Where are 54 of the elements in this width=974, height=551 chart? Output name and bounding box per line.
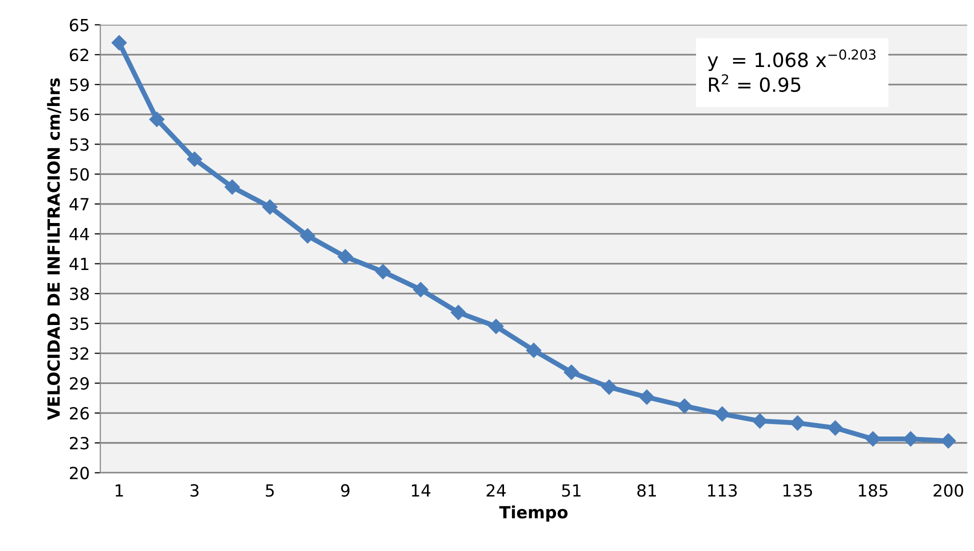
point: [564, 364, 580, 380]
x-tick-label: 200: [934, 484, 964, 497]
annotation: R$^{2}$ = 0.95: [709, 74, 800, 92]
point: [526, 342, 542, 358]
y-tick-label: 44: [70, 228, 89, 240]
y-tick-label: 29: [70, 377, 89, 390]
point: [186, 152, 202, 167]
x-tick-label: 135: [784, 484, 812, 497]
y-tick-label: 41: [70, 258, 88, 270]
point: [149, 112, 164, 127]
y-tick-label: 59: [70, 78, 89, 92]
y-tick-label: 38: [70, 288, 89, 300]
y-tick-label: 62: [70, 48, 88, 62]
point: [639, 390, 654, 405]
point: [224, 179, 240, 195]
y-tick-label: 35: [70, 317, 88, 330]
point: [828, 420, 843, 436]
y-tick-label: 26: [70, 406, 89, 420]
point: [752, 413, 768, 429]
x-tick-label: 5: [266, 484, 274, 497]
x-tick-label: 1: [116, 484, 123, 497]
annotation: y = 1.068 x$^{−0.203}$: [708, 49, 876, 72]
point: [262, 199, 278, 215]
point: [714, 406, 730, 422]
y-tick-label: 50: [70, 168, 89, 181]
x-tick-label: 3: [190, 484, 199, 497]
x-tick-label: 24: [486, 484, 506, 497]
point: [300, 228, 316, 244]
y-axis-title: VELOCIDAD DE INFILTRACION cm/hrs: [47, 78, 62, 420]
x-tick-label: 51: [562, 484, 581, 497]
point: [112, 35, 127, 50]
point: [903, 431, 918, 446]
point: [450, 304, 466, 320]
y-tick-label: 53: [70, 138, 89, 151]
y-tick-label: 23: [70, 436, 89, 450]
x-tick-label: 9: [341, 484, 350, 497]
point: [940, 433, 956, 448]
y-tick-label: 65: [70, 18, 88, 32]
point: [338, 249, 353, 264]
y-tick-label: 32: [70, 347, 88, 360]
point: [488, 318, 504, 334]
x-axis-title: Tiempo: [499, 506, 568, 522]
x-tick-label: 113: [708, 484, 737, 497]
y-tick-label: 47: [70, 198, 88, 210]
point: [375, 264, 391, 280]
point: [413, 282, 428, 298]
point: [676, 398, 692, 414]
x-tick-label: 14: [412, 484, 430, 497]
point: [602, 380, 617, 395]
x-tick-label: 81: [637, 484, 656, 497]
y-tick-label: 56: [70, 108, 89, 121]
y-tick-label: 20: [70, 466, 89, 480]
x-tick-label: 185: [858, 484, 888, 497]
point: [790, 415, 806, 431]
